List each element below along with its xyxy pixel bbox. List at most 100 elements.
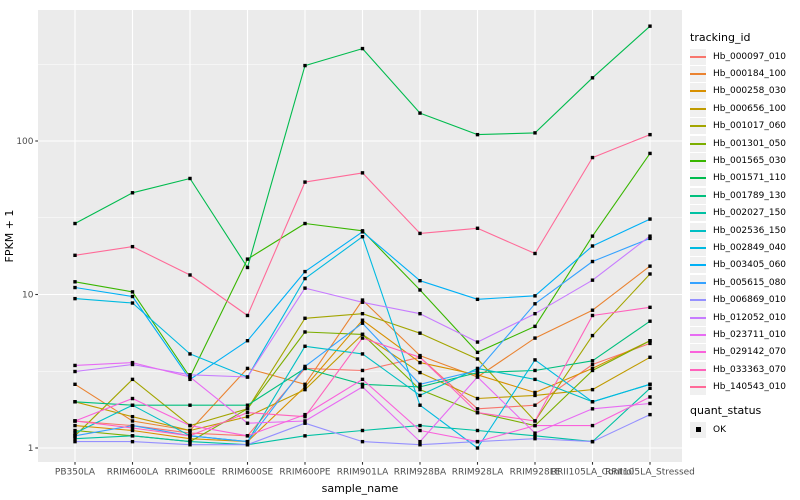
data-point <box>245 339 250 343</box>
legend-item: Hb_001301_050 <box>690 135 798 152</box>
legend-color-line-icon <box>690 90 706 93</box>
legend-color-line-icon <box>690 386 706 389</box>
legend-item: Hb_000656_100 <box>690 100 798 117</box>
data-point <box>360 318 365 322</box>
data-point <box>360 300 365 304</box>
data-point <box>303 286 307 290</box>
data-point <box>475 410 480 415</box>
y-tick-label: 10 <box>22 291 34 301</box>
data-point <box>418 393 422 398</box>
legend-item-ok: OK <box>690 421 798 438</box>
data-point <box>648 132 652 137</box>
data-point <box>245 313 250 318</box>
x-tick-label: PB350LA <box>55 468 96 478</box>
data-point <box>73 369 77 374</box>
legend-key <box>690 118 706 135</box>
data-point <box>245 410 250 415</box>
data-point <box>130 244 135 249</box>
x-tick-label: RRII105LA_Control <box>551 468 634 478</box>
data-point <box>475 373 480 377</box>
data-point <box>475 446 480 450</box>
data-point <box>245 414 250 419</box>
legend-color-line-icon <box>690 229 706 232</box>
legend-item: Hb_029142_070 <box>690 344 798 361</box>
data-point <box>648 319 652 323</box>
data-point <box>533 358 537 362</box>
data-point <box>130 360 135 365</box>
data-point <box>73 280 77 284</box>
legend-key <box>690 170 706 187</box>
data-point <box>360 352 365 356</box>
legend-item-label: Hb_005615_080 <box>713 277 787 288</box>
data-point <box>418 288 422 292</box>
data-point <box>188 352 192 356</box>
data-point <box>533 336 537 340</box>
data-point <box>648 341 652 346</box>
data-point <box>360 46 365 51</box>
axes: 1 10 100 PB350LA RRIM600LA RRIM600LE RRIM600SE… <box>16 137 695 477</box>
data-point <box>130 434 135 438</box>
legend-color-line-icon <box>690 194 706 197</box>
data-point <box>648 355 652 359</box>
data-point <box>303 414 307 419</box>
data-point <box>73 253 77 258</box>
legend-item-label: Hb_029142_070 <box>713 347 787 358</box>
legend-color-line-icon <box>690 160 706 163</box>
legend-color-line-icon <box>690 299 706 302</box>
data-point <box>360 298 365 302</box>
data-point <box>533 393 537 398</box>
data-point <box>475 375 480 379</box>
legend-entries: Hb_000097_010 Hb_000184_100 Hb_000258_030 H… <box>690 48 798 396</box>
data-point <box>188 273 192 277</box>
legend-color-line-icon <box>690 316 706 319</box>
data-point <box>130 290 135 294</box>
data-point <box>533 251 537 256</box>
legend-item: Hb_001565_030 <box>690 152 798 170</box>
data-point <box>648 217 652 221</box>
legend-item-label: Hb_002849_040 <box>713 242 787 253</box>
data-point <box>590 359 595 363</box>
data-point <box>188 436 192 441</box>
legend-item-label: Hb_001017_060 <box>713 121 787 132</box>
data-point <box>360 311 365 316</box>
legend-item: Hb_140543_010 <box>690 378 798 396</box>
legend-key <box>690 326 706 343</box>
data-point <box>188 423 192 428</box>
legend-item: Hb_000184_100 <box>690 65 798 83</box>
data-point <box>648 264 652 268</box>
data-point <box>418 111 422 115</box>
data-point <box>130 439 135 444</box>
data-point <box>418 382 422 387</box>
legend-key <box>690 239 706 256</box>
data-point <box>188 431 192 435</box>
legend-key <box>690 153 706 170</box>
legend-item: Hb_000097_010 <box>690 48 798 65</box>
data-point <box>590 308 595 312</box>
legend-item-label: Hb_000258_030 <box>713 86 787 97</box>
data-point <box>73 431 77 435</box>
data-point <box>245 421 250 425</box>
data-point <box>648 382 652 387</box>
data-point <box>73 434 77 438</box>
legend-item-label: Hb_006869_010 <box>713 295 787 306</box>
legend-key <box>690 257 706 274</box>
x-tick-label: RRIM600PE <box>279 468 331 478</box>
data-point <box>590 259 595 264</box>
data-point <box>648 386 652 390</box>
data-point <box>303 269 307 274</box>
data-point <box>590 423 595 428</box>
data-point <box>245 375 250 379</box>
legend-key <box>690 135 706 152</box>
data-point <box>418 428 422 433</box>
legend-item: Hb_000258_030 <box>690 83 798 100</box>
data-point <box>418 385 422 389</box>
legend-item: Hb_001017_060 <box>690 118 798 135</box>
data-point <box>533 390 537 395</box>
legend-key <box>690 48 706 65</box>
data-point <box>533 368 537 373</box>
legend-title-tracking-id: tracking_id <box>690 31 751 44</box>
data-point <box>648 339 652 343</box>
data-point <box>475 132 480 137</box>
legend-item: Hb_002849_040 <box>690 239 798 256</box>
data-point <box>590 387 595 392</box>
